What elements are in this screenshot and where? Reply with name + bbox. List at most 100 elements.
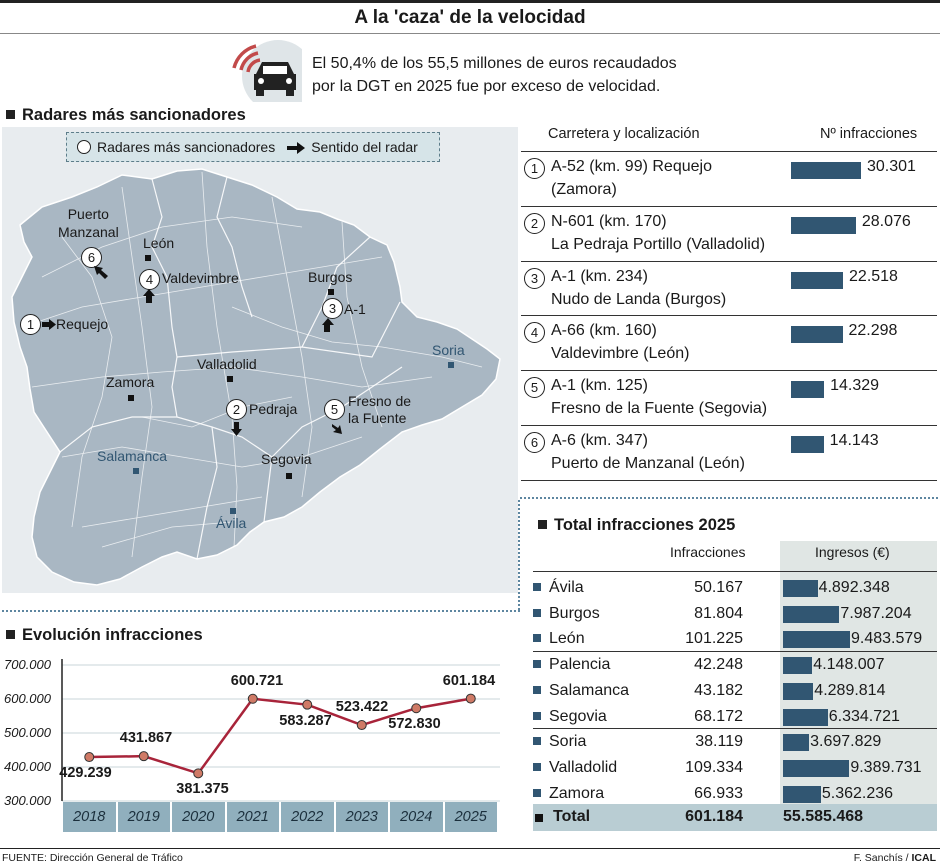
radar-label-5: Fresno de la Fuente xyxy=(348,393,411,427)
totals-row-ingresos-bar xyxy=(783,657,813,675)
city-label-salamanca: Salamanca xyxy=(97,448,168,464)
totals-row: Burgos 81.804 7.987.204 xyxy=(533,601,937,627)
province-square-icon xyxy=(533,608,541,617)
totals-row-infracciones: 66.933 xyxy=(694,784,743,802)
totals-row-province-label: Soria xyxy=(549,733,587,751)
title-divider xyxy=(0,33,940,34)
radar-col-count: Nº infracciones xyxy=(820,126,918,142)
totals-row-province-label: Salamanca xyxy=(549,681,630,699)
totals-group-rule-1 xyxy=(533,651,937,652)
data-label: 523.422 xyxy=(335,699,389,716)
city-marker-salamanca xyxy=(133,468,139,474)
radar-row-location: Nudo de Landa (Burgos) xyxy=(551,290,727,308)
totals-row-province: Zamora xyxy=(533,785,604,803)
province-square-icon xyxy=(533,711,541,720)
city-marker-soria xyxy=(448,362,454,368)
x-tick-label: 2018 xyxy=(63,802,116,832)
city-marker-avila xyxy=(230,508,236,514)
radar-arrow-5-icon xyxy=(332,424,342,434)
totals-row-ingresos-bar xyxy=(783,605,840,623)
totals-row-province-label: Palencia xyxy=(549,656,611,674)
totals-row-province-label: León xyxy=(549,630,585,648)
province-square-icon xyxy=(533,583,541,591)
radar-row-number: 4 xyxy=(524,322,545,344)
city-label-soria: Soria xyxy=(432,342,465,358)
totals-row-infracciones: 42.248 xyxy=(694,656,743,674)
data-point xyxy=(356,720,367,731)
city-label-leon: León xyxy=(143,235,175,251)
page-title: A la 'caza' de la velocidad xyxy=(354,7,586,28)
data-point xyxy=(193,768,204,779)
totals-row: Zamora 66.933 5.362.236 xyxy=(533,781,937,807)
radar-row-bar xyxy=(791,271,844,289)
totals-row-ingresos-bar xyxy=(783,785,821,803)
radar-marker-6: 6 xyxy=(81,247,102,268)
series-line xyxy=(89,697,471,775)
radar-row-value: 22.298 xyxy=(848,322,898,340)
radar-row-bar xyxy=(791,436,824,453)
radar-marker-2: 2 xyxy=(226,399,247,420)
data-label: 601.184 xyxy=(442,672,496,689)
radar-label-6-line2: Manzanal xyxy=(58,224,119,240)
radar-row: 4 A-66 (km. 160) Valdevimbre (León) 22.298 xyxy=(521,315,937,370)
source-text: FUENTE: Dirección General de Tráfico xyxy=(2,852,183,864)
radar-row: 1 A-52 (km. 99) Requejo (Zamora) 30.301 xyxy=(521,151,937,206)
totals-header-rule xyxy=(533,571,937,572)
radar-row: 3 A-1 (km. 234) Nudo de Landa (Burgos) 22.5… xyxy=(521,260,937,316)
totals-row-ingresos: 6.334.721 xyxy=(828,707,900,725)
data-point xyxy=(138,751,149,762)
radar-row-location: (Zamora) xyxy=(551,181,617,198)
radar-row-number: 2 xyxy=(524,212,545,234)
data-label: 572.830 xyxy=(388,716,441,733)
map-heading-text: Radares más sancionadores xyxy=(22,106,246,124)
totals-heading: Total infracciones 2025 xyxy=(538,516,735,535)
totals-col-inf: Infracciones xyxy=(670,544,746,560)
map-right-divider xyxy=(518,500,520,610)
city-label-zamora: Zamora xyxy=(106,374,155,390)
radar-label-3: A-1 xyxy=(344,301,366,317)
totals-row-province: Salamanca xyxy=(533,682,629,700)
totals-row: Valladolid 109.334 9.389.731 xyxy=(533,755,937,781)
province-square-icon xyxy=(533,788,541,797)
data-point xyxy=(84,752,95,763)
heading-square-icon xyxy=(6,630,15,639)
radar-row-location: Fresno de la Fuente (Segovia) xyxy=(551,400,768,418)
map-legend: Radares más sancionadores Sentido del ra… xyxy=(66,132,440,162)
radar-row-value: 22.518 xyxy=(849,267,898,285)
totals-row-ingresos: 9.483.579 xyxy=(851,630,923,648)
radar-arrow-6-icon xyxy=(94,266,108,279)
city-marker-leon xyxy=(145,255,151,261)
legend-circle-label: Radares más sancionadores xyxy=(97,139,276,155)
totals-row-ingresos: 7.987.204 xyxy=(840,604,912,622)
legend-circle-icon xyxy=(77,140,91,154)
totals-row-province: Segovia xyxy=(533,708,607,726)
map-heading: Radares más sancionadores xyxy=(6,106,246,125)
city-label-valladolid: Valladolid xyxy=(197,356,257,372)
chart-top-divider xyxy=(2,610,520,612)
radar-row-bar xyxy=(791,216,856,234)
footer-rule xyxy=(0,848,940,849)
radar-row-road: A-6 (km. 347) xyxy=(551,432,648,449)
totals-row-province: Palencia xyxy=(533,656,610,674)
radar-row: 2 N-601 (km. 170) La Pedraja Portillo (Val… xyxy=(521,205,937,261)
credit-author: F. Sanchís / xyxy=(853,852,912,864)
radar-label-6-line1: Puerto xyxy=(67,206,109,222)
radar-row-bar xyxy=(791,381,825,399)
totals-row-infracciones: 109.334 xyxy=(685,758,743,776)
totals-row-province-label: Ávila xyxy=(549,579,584,596)
data-point xyxy=(411,703,422,714)
y-tick-label: 700.000 xyxy=(4,657,51,672)
radar-label-1: Requejo xyxy=(56,316,109,332)
data-label: 583.287 xyxy=(279,712,332,729)
totals-total-row: Total 601.184 55.585.468 xyxy=(533,804,937,831)
totals-col-ing: Ingresos (€) xyxy=(815,544,890,560)
chart-title: Evolución infracciones xyxy=(22,626,203,644)
totals-row: Ávila 50.167 4.892.348 xyxy=(533,575,937,601)
city-label-burgos: Burgos xyxy=(308,269,353,285)
radar-row: 5 A-1 (km. 125) Fresno de la Fuente (Segov… xyxy=(521,370,937,425)
x-tick-label: 2025 xyxy=(444,802,497,832)
data-label: 381.375 xyxy=(176,781,229,798)
data-label: 600.721 xyxy=(230,672,284,689)
radar-label-5-line2: la Fuente xyxy=(348,410,407,426)
province-square-icon xyxy=(533,660,541,669)
